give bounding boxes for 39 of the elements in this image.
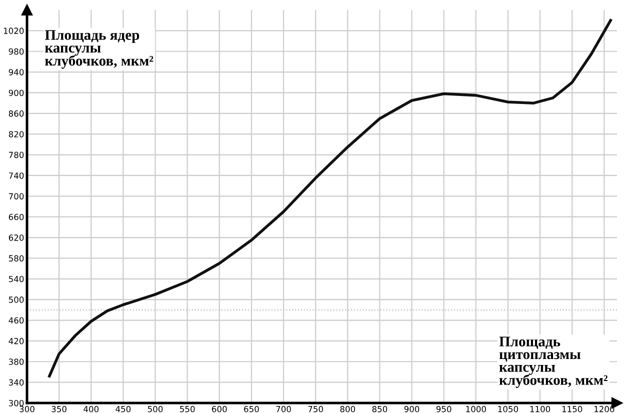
y-tick-label: 540 [8, 276, 24, 282]
y-tick-label: 380 [8, 358, 24, 365]
x-tick-label: 300 [20, 406, 34, 412]
x-tick-label: 900 [404, 406, 420, 412]
x-tick-label: 800 [340, 406, 356, 412]
x-tick-label: 1150 [562, 406, 582, 412]
y-tick-label: 900 [8, 90, 24, 96]
y-tick-label: 980 [8, 48, 24, 55]
y-tick-label: 780 [9, 152, 24, 158]
x-tick-label: 650 [244, 406, 259, 412]
x-tick-label: 750 [308, 406, 323, 412]
y-tick-label: 580 [8, 255, 24, 262]
x-tick-label: 700 [276, 406, 291, 412]
x-tick-label: 550 [180, 406, 195, 412]
x-tick-label: 1050 [498, 406, 518, 412]
y-tick-label: 620 [8, 234, 24, 241]
y-tick-label: 300 [8, 400, 24, 406]
y-tick-label: 740 [9, 172, 24, 179]
x-tick-label: 1100 [530, 406, 550, 412]
x-axis-title: Площадь цитоплазмы капсулы клубочков, мкм² [499, 336, 608, 388]
y-axis-title: Площадь ядер капсулы клубочков, мкм² [44, 30, 154, 69]
y-tick-label: 420 [8, 338, 24, 344]
x-tick-label: 1000 [466, 406, 486, 412]
y-tick-label: 700 [9, 193, 24, 200]
x-tick-label: 600 [212, 406, 227, 412]
y-tick-label: 460 [8, 317, 24, 324]
x-tick-label: 350 [52, 406, 66, 412]
y-tick-label: 940 [8, 69, 24, 76]
x-tick-label: 450 [116, 406, 131, 412]
y-tick-label: 820 [8, 131, 24, 138]
x-tick-label: 500 [148, 406, 163, 412]
x-tick-label: 400 [84, 406, 99, 412]
y-tick-label: 1020 [4, 28, 24, 34]
x-tick-label: 850 [372, 406, 388, 412]
y-tick-label: 860 [8, 110, 24, 117]
x-tick-label: 950 [436, 406, 452, 412]
y-tick-label: 660 [8, 214, 24, 220]
y-tick-label: 500 [8, 296, 24, 303]
y-tick-label: 340 [8, 379, 24, 386]
